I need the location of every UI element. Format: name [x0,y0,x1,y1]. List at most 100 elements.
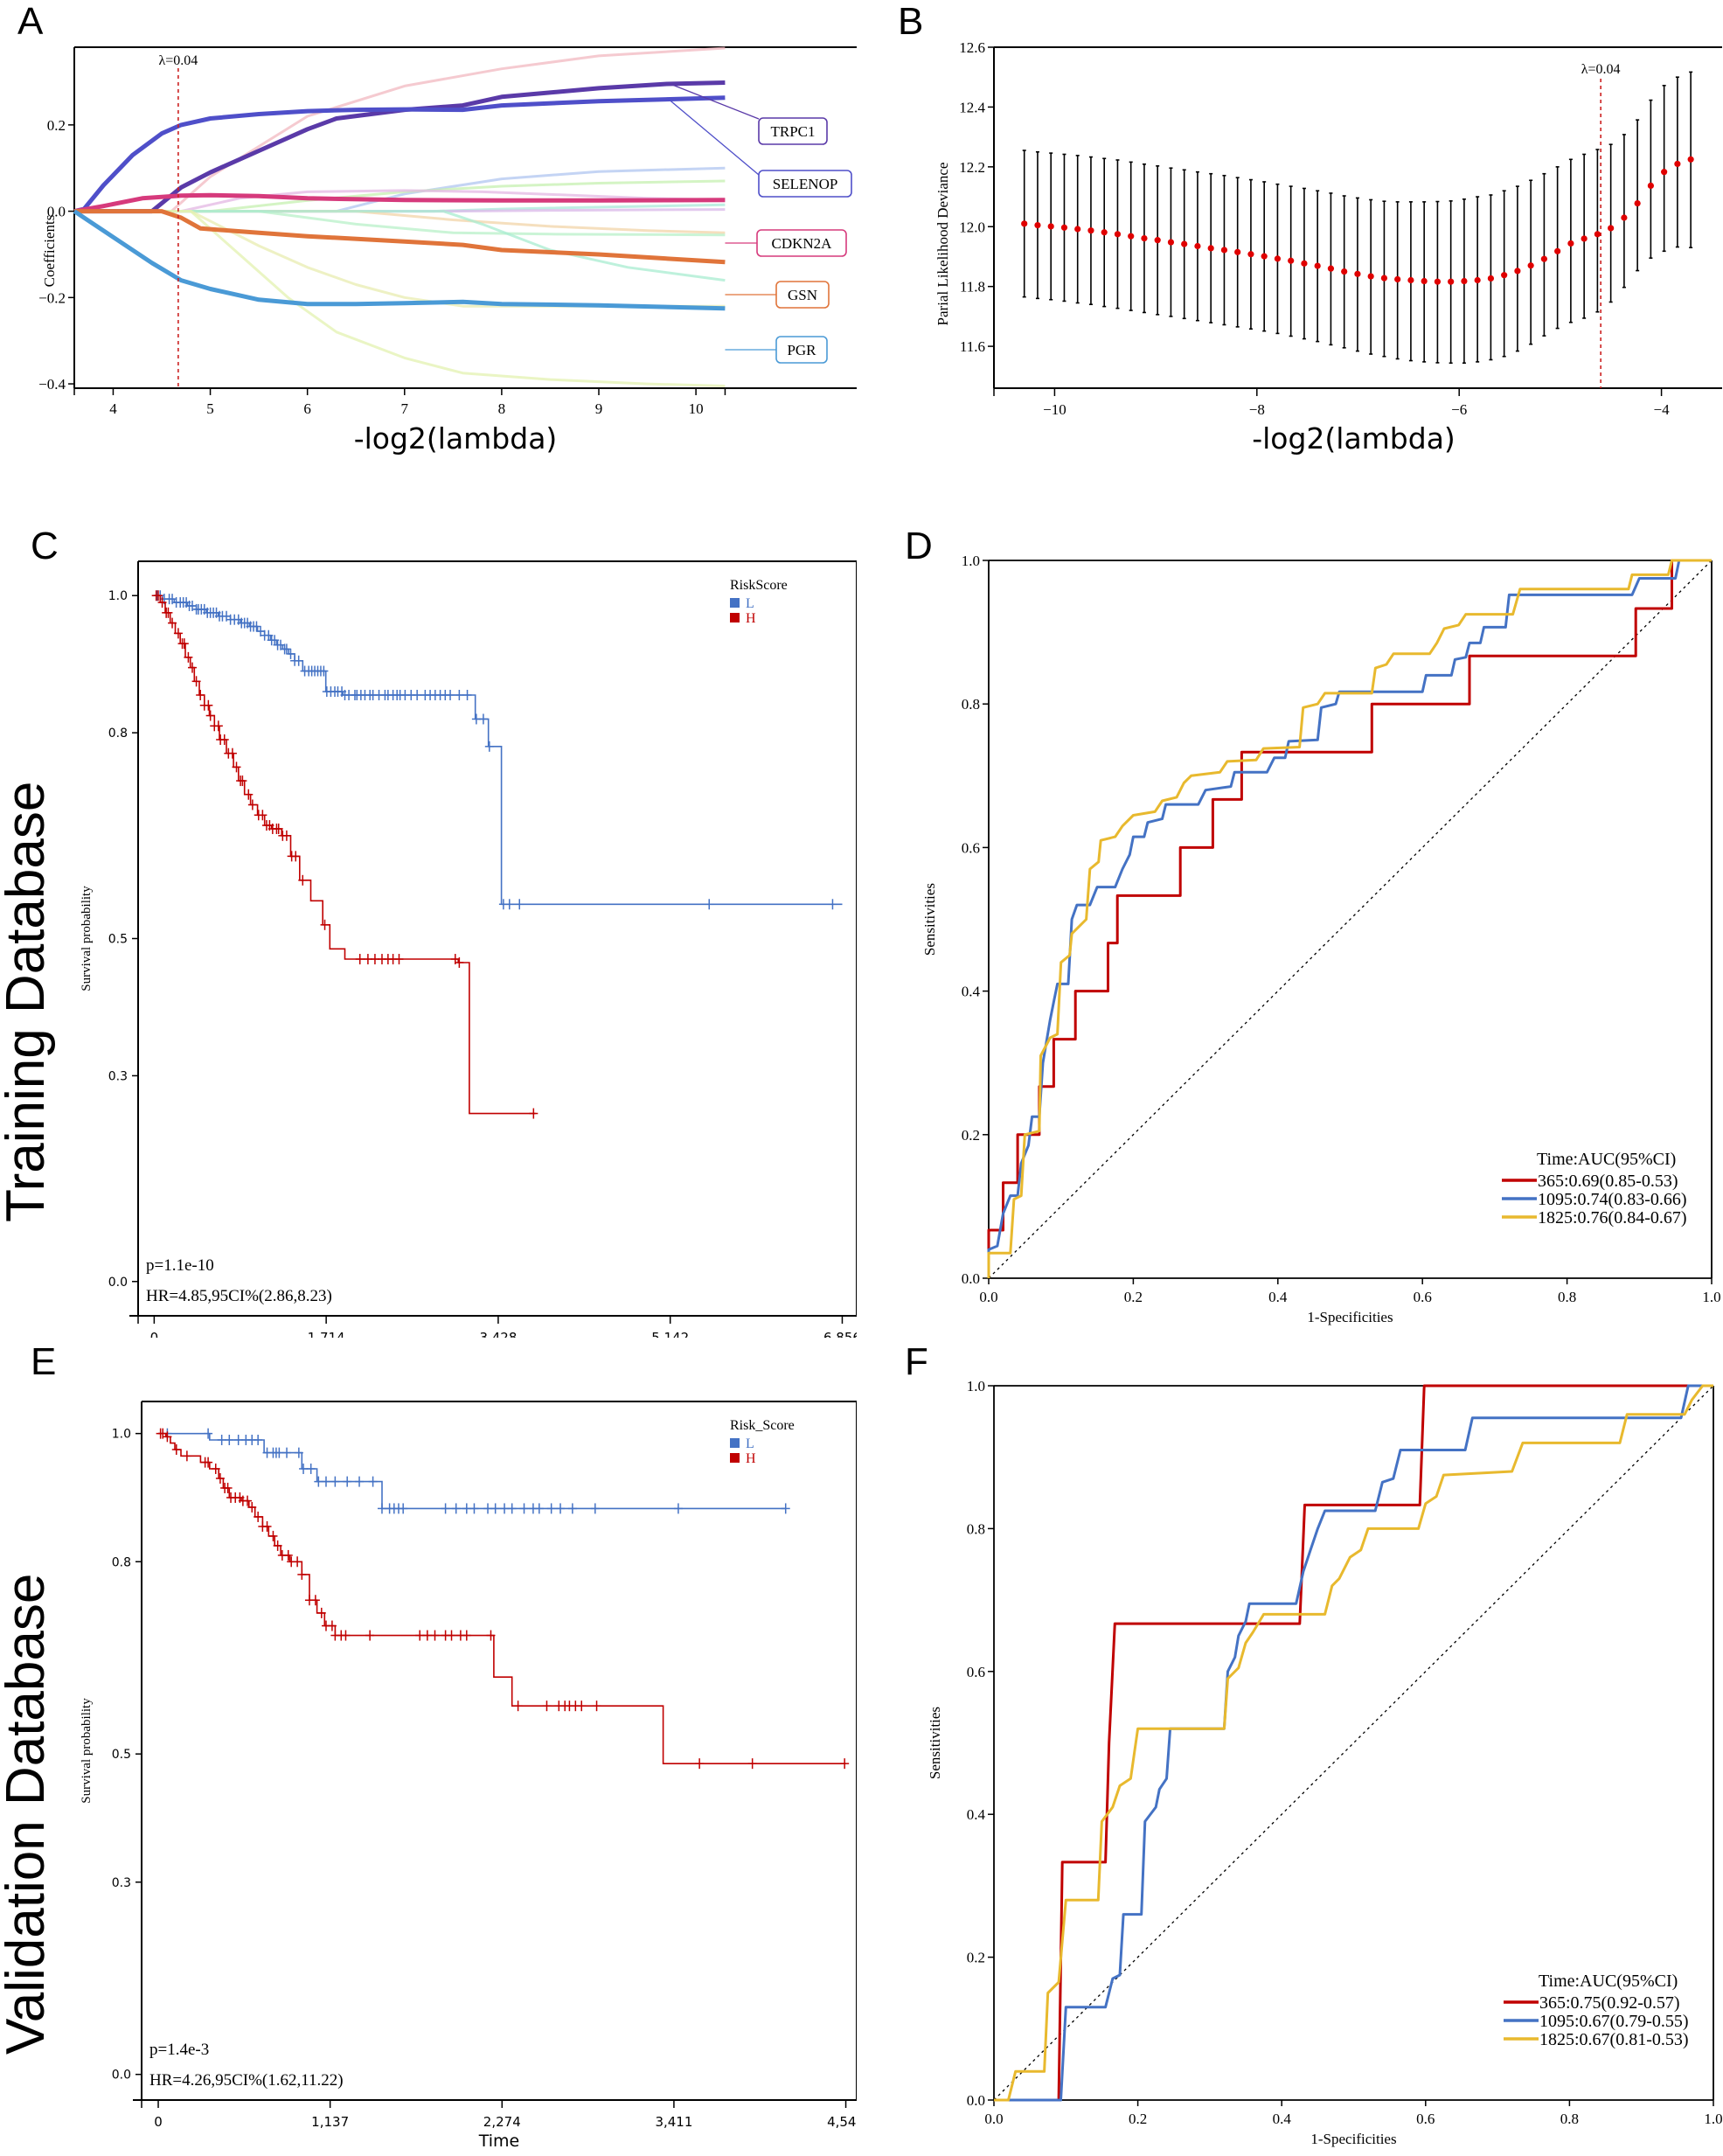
y-tick-label: 0.8 [112,1555,131,1569]
legend-swatch-l [730,1438,740,1448]
deviance-point [1101,229,1108,236]
survival-curve-h [154,595,536,1115]
roc-curve-2 [987,559,1712,1278]
y-tick-label: 12.6 [959,39,985,56]
legend-swatch-h [730,1453,740,1463]
y-tick-label: 12.0 [959,219,985,235]
gene-label: GSN [788,287,817,303]
deviance-point [1527,262,1534,269]
deviance-point [1314,262,1321,269]
legend-label-h: H [746,611,756,626]
y-tick-label: 1.0 [112,1428,131,1442]
x-axis-label: Time [478,2132,520,2151]
faded-coefficient-path [74,210,726,282]
deviance-point [1288,257,1295,264]
x-tick-label: 0.0 [979,1289,997,1305]
x-tick-label: 3,428 [479,1330,517,1338]
roc-curve-0 [987,559,1712,1278]
x-tick-label: 5,142 [651,1330,689,1338]
y-axis-label: Survival probability [80,1698,94,1804]
deviance-point [1154,237,1161,244]
deviance-point [1407,276,1414,284]
y-tick-label: 1.0 [962,553,980,569]
chart-b-partial-likelihood-deviance: 11.6 11.8 12.0 12.2 12.4 12.6 −10 −8 −6 −4 -log2(l… [934,39,1722,456]
y-tick-label: 0.5 [108,933,128,947]
deviance-point [1327,265,1335,272]
deviance-point [1581,235,1588,242]
hazard-ratio-text: HR=4.26,95CI%(1.62,11.22) [149,2071,344,2090]
chart-a-lasso-coefficients: −0.4 −0.2 0.0 0.2 4 5 6 7 8 9 10 -log2(lambda) Coeff… [38,46,857,456]
legend-label-l: L [746,1436,754,1451]
lambda-annotation: λ=0.04 [158,53,198,68]
deviance-point [1687,156,1694,163]
x-tick-label: 6,856 [823,1330,857,1338]
deviance-point [1367,273,1374,280]
gene-label-box [775,281,830,309]
coefficient-path-pgr [73,209,726,311]
x-tick-label: 7 [401,400,409,417]
y-axis-label: Parial Likelihood Deviance [934,163,951,326]
y-axis-label: Sensitivities [921,883,938,956]
gene-label-box [756,229,847,257]
y-tick-label: 0.6 [962,839,980,856]
panel-letter-f: F [905,1340,928,1383]
faded-coefficient-path [74,46,726,213]
legend-entry-1: 1095:0.67(0.79-0.55) [1539,2012,1689,2031]
x-tick-label: −4 [1654,401,1671,418]
deviance-point [1461,277,1468,285]
x-tick-label: −8 [1249,401,1265,418]
coefficient-path-cdkn2a [73,192,726,214]
x-tick-label: 0.0 [984,2111,1003,2127]
x-tick-label: 1.0 [1704,2111,1722,2127]
y-tick-label: 0.5 [112,1748,131,1762]
y-tick-label: 0.3 [108,1069,128,1083]
x-tick-label: 10 [689,400,704,417]
y-tick-label: 0.2 [967,1950,985,1966]
deviance-point [1261,253,1268,260]
deviance-point [1647,182,1654,189]
deviance-point [1167,239,1175,246]
deviance-point [1301,260,1308,267]
deviance-point [1060,224,1068,231]
deviance-point [1594,231,1601,238]
deviance-point [1608,225,1615,232]
deviance-point [1567,240,1574,247]
legend-title: RiskScore [730,578,788,593]
gene-label-box [758,117,828,145]
deviance-point [1380,275,1388,282]
gene-label: PGR [787,342,816,358]
chart-c-km-training: 0.00.30.50.81.001,7143,4285,1426,856Time… [80,560,857,1338]
x-tick-label: 4 [109,400,117,417]
x-tick-label: 0 [154,2114,163,2130]
deviance-point [1487,275,1495,282]
panel-letter-a: A [17,0,44,43]
legend-entry-2: 1825:0.76(0.84-0.67) [1538,1208,1687,1228]
survival-curve-l [158,1432,786,1510]
coefficient-path-gsn [74,209,726,265]
y-tick-label: 1.0 [967,1378,985,1394]
panel-letter-e: E [31,1340,57,1383]
coefficient-path-trpc1 [74,80,726,214]
legend-entry-2: 1825:0.67(0.81-0.53) [1539,2030,1689,2049]
label-connector [666,97,760,176]
faded-coefficient-path [74,210,726,308]
y-tick-label: −0.2 [38,289,66,306]
y-tick-label: 0.2 [962,1127,980,1144]
legend-label-l: L [746,596,754,611]
y-tick-label: 0.0 [962,1270,980,1287]
x-tick-label: 9 [595,400,603,417]
y-axis-label: Coefficients [41,215,58,288]
chart-f-roc-validation: 0.0 0.2 0.4 0.6 0.8 1.0 0.0 0.2 0.4 0.6 0.8 1.0 1-Sp… [927,1378,1723,2147]
deviance-point [1274,255,1282,262]
deviance-point [1234,248,1241,255]
reference-diagonal [988,560,1713,1279]
survival-curve-h [158,1432,846,1764]
y-tick-label: 0.0 [967,2092,985,2109]
roc-curve-1 [994,1384,1713,2102]
gene-label: CDKN2A [772,235,833,252]
deviance-point [1540,255,1548,262]
label-connector [666,81,760,120]
x-axis-label: -log2(lambda) [1252,421,1456,456]
legend-title: Time:AUC(95%CI) [1537,1150,1676,1169]
x-tick-label: 0.8 [1560,2111,1579,2127]
